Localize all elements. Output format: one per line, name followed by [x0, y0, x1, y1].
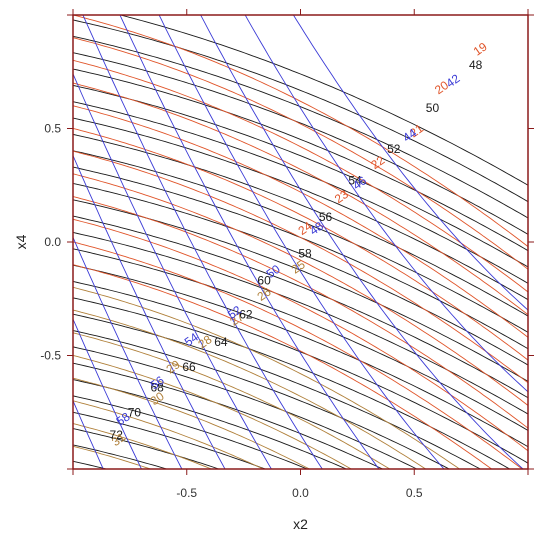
black-contour-label: 68	[150, 380, 164, 394]
black-contour	[62, 508, 174, 536]
black-contour	[73, 395, 309, 469]
axis-ticks: -0.5 0.0 0.5 -0.5 0.0 0.5	[40, 9, 534, 500]
black-contour	[73, 264, 528, 448]
black-contour-label: 48	[469, 58, 483, 72]
red-contour-label: 23	[332, 187, 351, 206]
blue-contour	[119, 15, 380, 469]
red-contour	[73, 355, 353, 469]
black-contour	[73, 117, 528, 301]
black-contour-label: 50	[426, 101, 440, 115]
black-contour	[73, 444, 169, 469]
contour-labels: 4850525456586062646668707219202122232425…	[109, 39, 490, 449]
blue-contour	[158, 15, 445, 469]
red-contour	[73, 468, 76, 469]
y-tick-label: 0.5	[44, 122, 61, 136]
black-contour-label: 72	[110, 428, 124, 442]
black-contour	[73, 101, 528, 284]
black-contour	[73, 411, 267, 469]
red-contour-label: 19	[471, 39, 490, 58]
x-tick-label: -0.5	[176, 486, 197, 500]
black-contour	[73, 362, 384, 469]
x-axis-title: x2	[293, 516, 308, 532]
black-contour-label: 62	[239, 308, 253, 322]
black-contour	[73, 330, 451, 469]
black-contour-label: 58	[298, 246, 312, 260]
blue-contour	[244, 15, 528, 393]
black-contour-label: 70	[128, 405, 142, 419]
red-contour	[73, 264, 493, 469]
blue-contour	[73, 72, 272, 469]
black-contour	[73, 379, 348, 469]
red-contour	[73, 173, 528, 407]
red-contour	[73, 309, 427, 469]
black-contour	[73, 346, 418, 469]
black-contour	[73, 232, 528, 415]
black-contour	[73, 297, 511, 469]
red-contour	[73, 445, 152, 469]
red-contour	[62, 512, 150, 537]
red-contour	[73, 218, 528, 452]
black-contour	[73, 133, 528, 317]
black-contour	[73, 313, 482, 469]
black-contour	[73, 281, 528, 464]
red-contour	[73, 37, 528, 270]
red-contour	[73, 423, 213, 469]
black-contour	[73, 183, 528, 366]
black-contour	[62, 524, 114, 536]
black-contour	[73, 428, 221, 469]
black-contour	[73, 19, 528, 203]
x-tick-label: 0.0	[292, 486, 309, 500]
red-contour-label: 29	[164, 357, 183, 376]
y-tick-label: -0.5	[40, 349, 61, 363]
blue-contour	[200, 15, 524, 469]
black-contour	[73, 35, 528, 219]
black-contour-label: 52	[387, 142, 401, 156]
black-contour	[73, 68, 528, 252]
y-tick-label: 0.0	[44, 235, 61, 249]
blue-contour	[292, 15, 528, 311]
red-contour	[73, 286, 461, 469]
blue-contour	[62, 456, 94, 529]
black-contour	[62, 475, 269, 536]
red-contour	[73, 332, 391, 469]
y-axis-title: x4	[13, 234, 29, 249]
black-contour	[73, 215, 528, 399]
black-contour-label: 56	[319, 210, 333, 224]
red-contour	[73, 82, 528, 316]
black-contour-label: 64	[214, 335, 228, 349]
blue-contour	[73, 236, 183, 469]
x-tick-label: 0.5	[406, 486, 423, 500]
black-contour	[73, 248, 528, 431]
blue-contour	[73, 154, 226, 469]
red-contour	[73, 15, 528, 248]
black-contour	[73, 84, 528, 268]
black-contour-label: 60	[257, 274, 271, 288]
black-contour-label: 54	[348, 174, 362, 188]
blue-contour-label: 54	[182, 330, 201, 349]
black-contour-label: 66	[182, 360, 196, 374]
contour-lines	[62, 15, 528, 537]
black-contour	[118, 15, 528, 186]
blue-contour	[82, 15, 323, 469]
red-contour	[73, 128, 528, 361]
red-contour	[73, 241, 523, 469]
black-contour	[73, 150, 528, 333]
black-contour	[62, 492, 225, 537]
red-contour	[73, 105, 528, 338]
red-contour	[73, 150, 528, 384]
red-contour	[73, 377, 311, 469]
red-contour	[73, 196, 528, 429]
red-contour	[73, 400, 265, 469]
blue-contour	[73, 317, 142, 469]
red-contour	[62, 534, 70, 536]
